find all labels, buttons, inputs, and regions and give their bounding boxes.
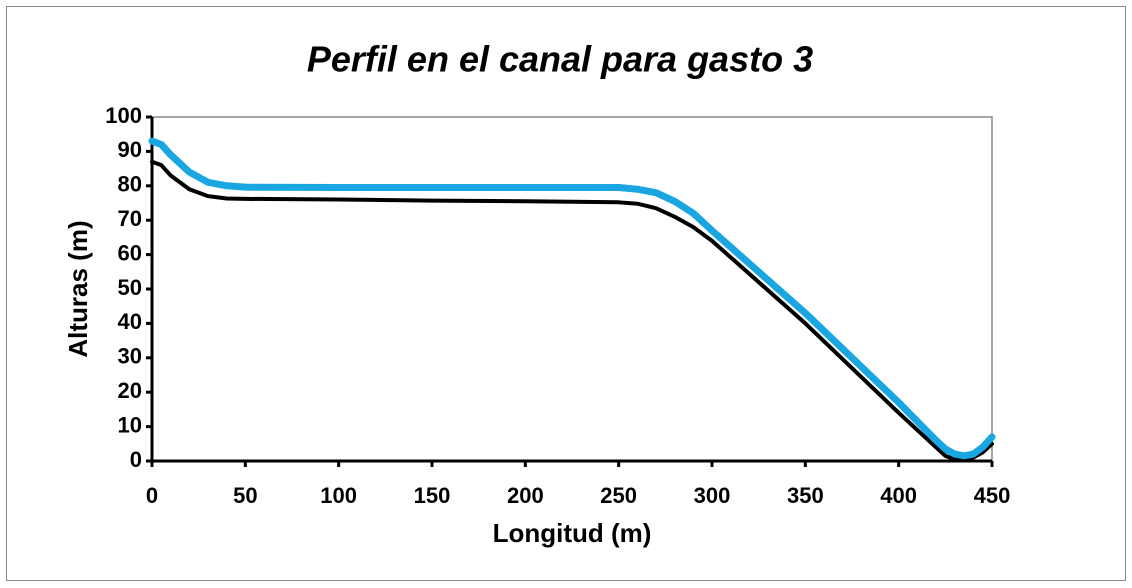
y-tick-label: 10 <box>118 412 142 437</box>
series-line <box>148 137 996 460</box>
x-tick-label: 100 <box>320 483 357 508</box>
y-axis-label: Alturas (m) <box>63 220 93 357</box>
y-tick-label: 50 <box>118 275 142 300</box>
x-tick-label: 350 <box>787 483 824 508</box>
x-tick-label: 0 <box>146 483 158 508</box>
x-axis-label: Longitud (m) <box>493 518 652 548</box>
x-tick-label: 450 <box>974 483 1011 508</box>
x-tick-label: 300 <box>694 483 731 508</box>
y-tick-label: 90 <box>118 137 142 162</box>
y-tick-label: 40 <box>118 309 142 334</box>
y-tick-label: 70 <box>118 206 142 231</box>
x-tick-label: 150 <box>414 483 451 508</box>
x-tick-label: 200 <box>507 483 544 508</box>
chart-border <box>6 6 1126 581</box>
y-tick-label: 0 <box>130 447 142 472</box>
y-tick-label: 30 <box>118 344 142 369</box>
y-tick-label: 80 <box>118 172 142 197</box>
y-tick-label: 60 <box>118 240 142 265</box>
y-tick-label: 20 <box>118 378 142 403</box>
chart-title: Perfil en el canal para gasto 3 <box>307 39 813 80</box>
x-tick-label: 250 <box>600 483 637 508</box>
x-tick-label: 50 <box>233 483 257 508</box>
series-line <box>150 159 994 462</box>
x-tick-label: 400 <box>880 483 917 508</box>
y-tick-label: 100 <box>105 103 142 128</box>
